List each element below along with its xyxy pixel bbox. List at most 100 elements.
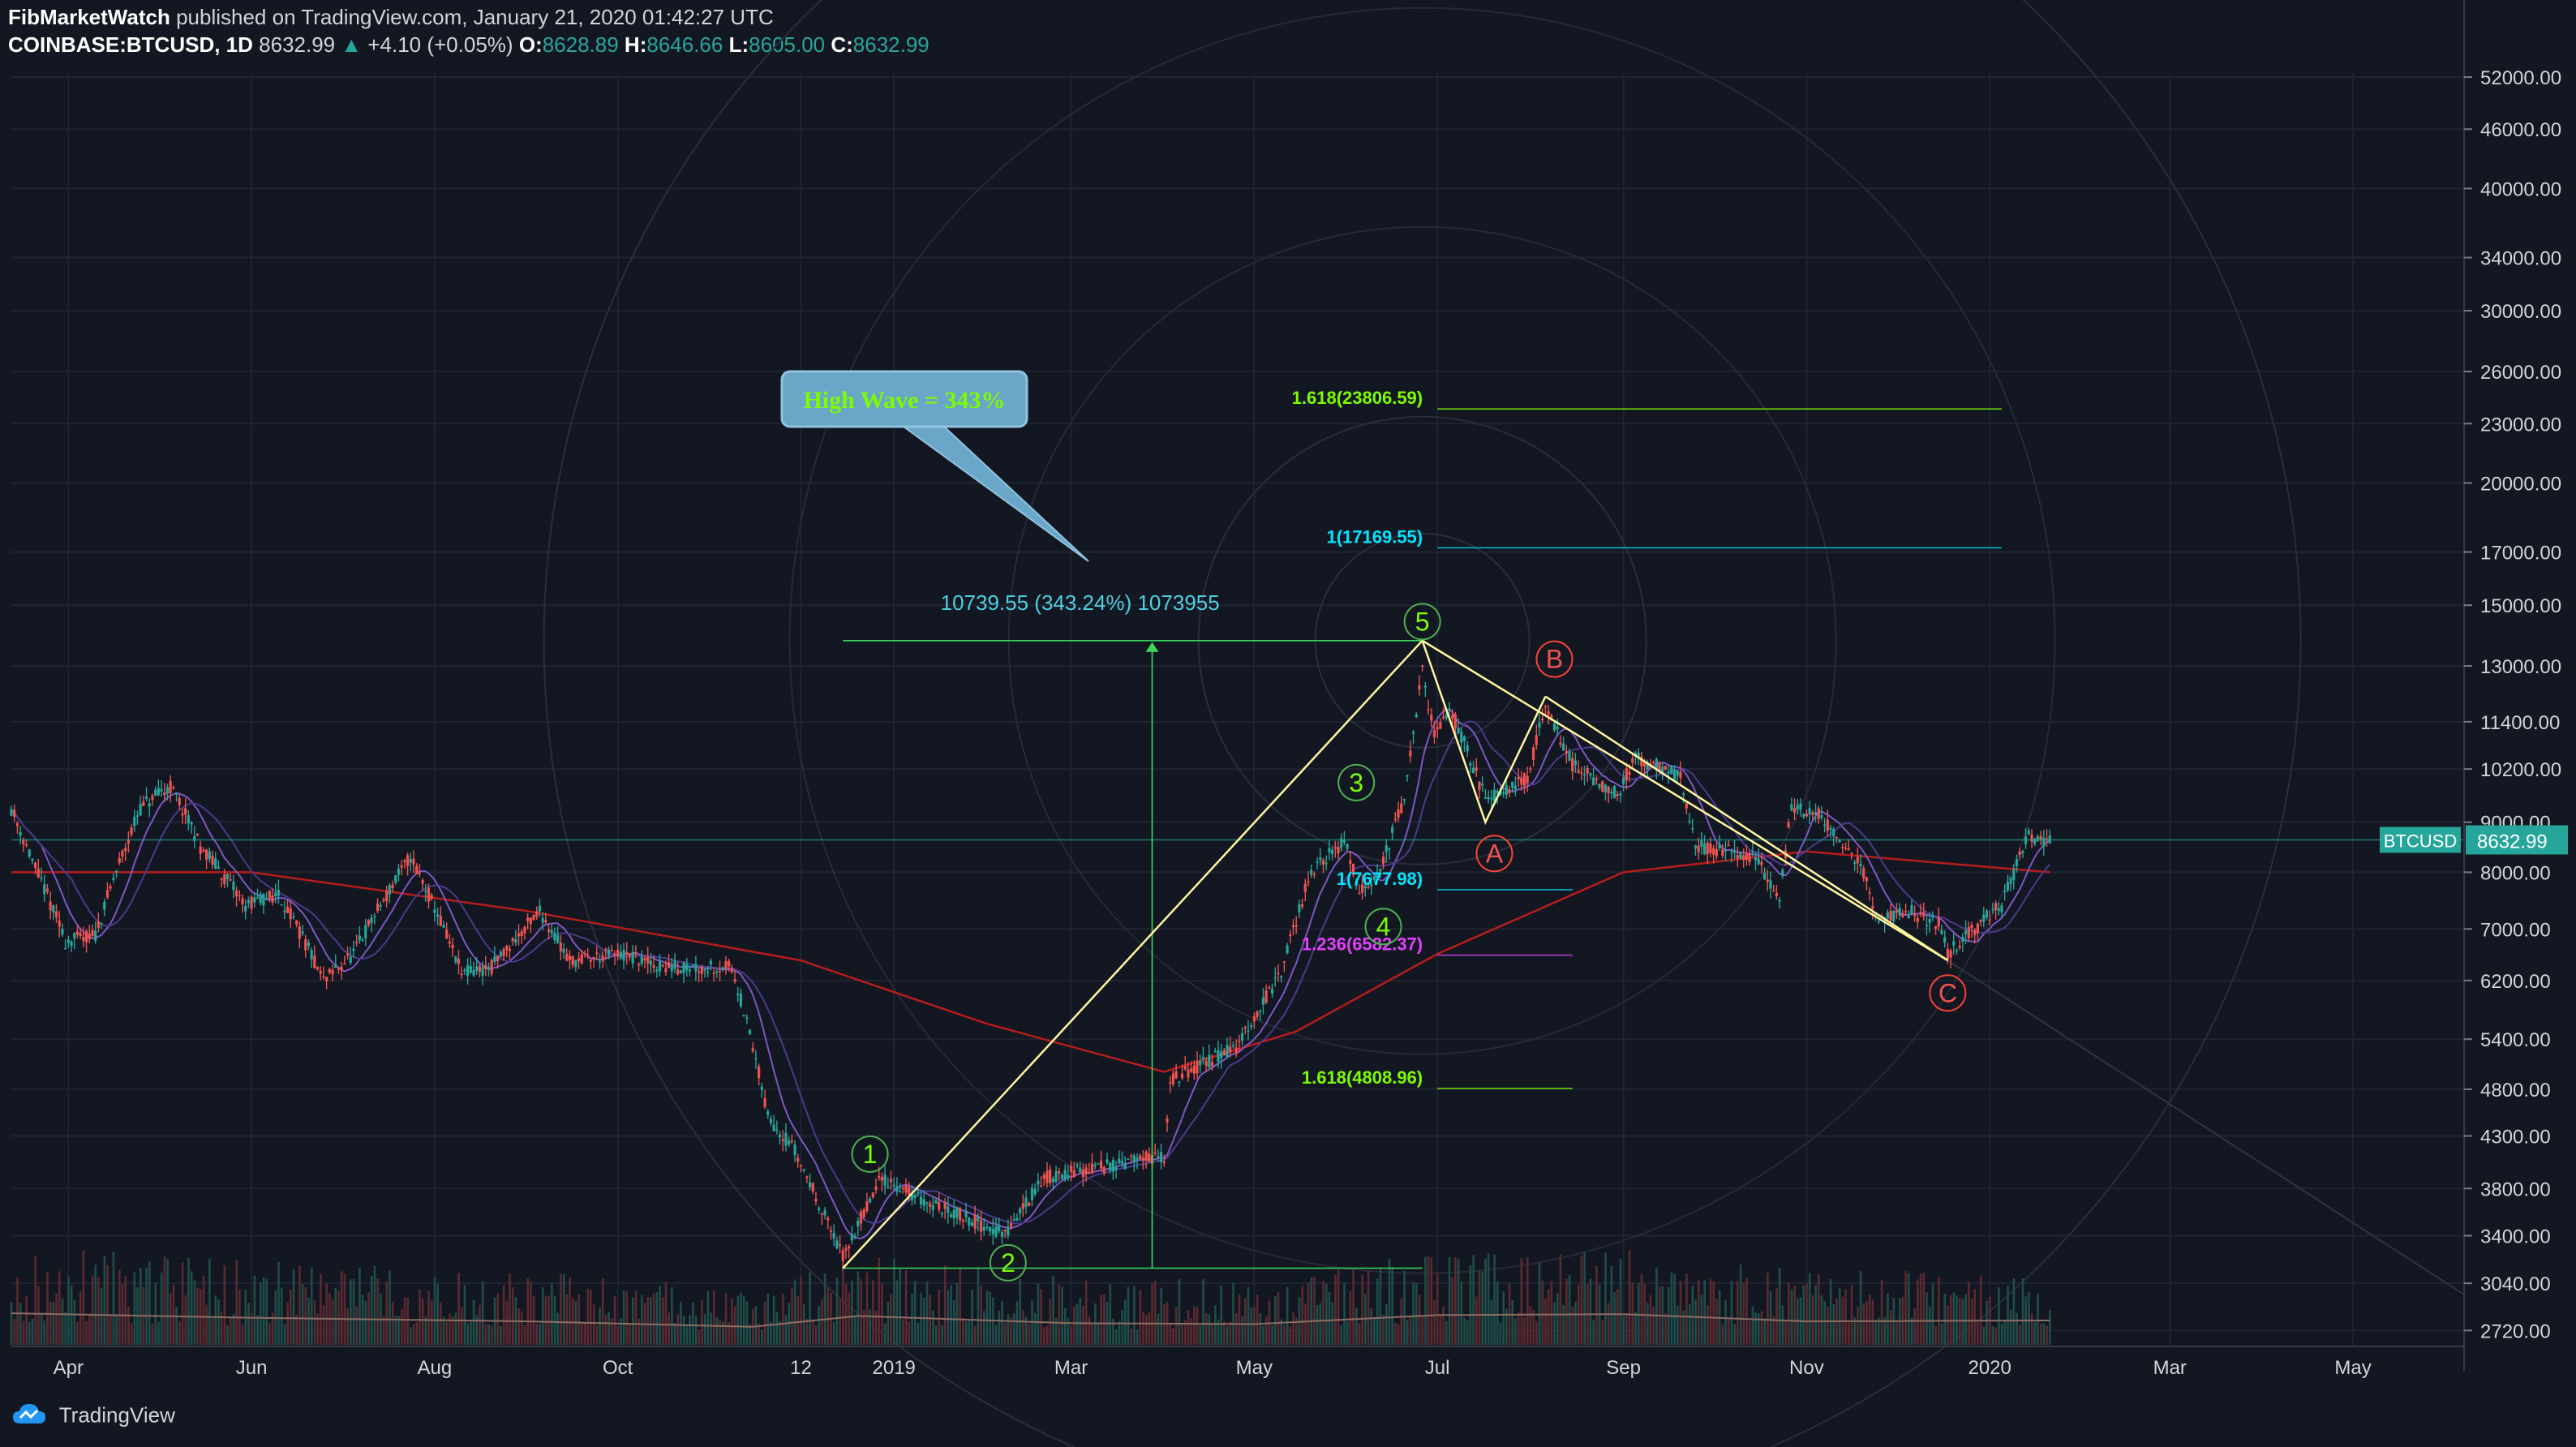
volume-bar — [500, 1325, 502, 1345]
candle-body — [469, 966, 472, 973]
candle-body — [1015, 1217, 1019, 1221]
candle-body — [1192, 1065, 1196, 1074]
price-tick-label: 13000.00 — [2480, 656, 2561, 678]
price-tick-label: 3040.00 — [2480, 1273, 2551, 1295]
volume-bar — [97, 1277, 100, 1345]
volume-bar — [547, 1295, 550, 1345]
candle-body — [1766, 879, 1769, 882]
candle-body — [1538, 722, 1541, 728]
candle-body — [1439, 722, 1442, 729]
candle-body — [1646, 762, 1649, 770]
candle-body — [688, 969, 692, 972]
volume-bar — [929, 1295, 932, 1345]
candle-body — [1127, 1158, 1130, 1161]
volume-bar — [775, 1312, 779, 1345]
candle-body — [1787, 822, 1790, 828]
candle-body — [52, 904, 55, 913]
fib-level-label: 1.618(4808.96) — [1302, 1067, 1423, 1088]
volume-bar — [908, 1321, 911, 1345]
volume-bar — [1349, 1290, 1352, 1345]
price-tick-label: 23000.00 — [2480, 414, 2561, 436]
author-name[interactable]: FibMarketWatch — [8, 5, 170, 29]
volume-bar — [1601, 1320, 1604, 1345]
volume-bar — [763, 1302, 766, 1345]
candle-body — [655, 969, 659, 972]
volume-bar — [169, 1292, 172, 1345]
candle-body — [373, 916, 376, 917]
volume-bar — [902, 1318, 904, 1345]
candle-body — [1072, 1170, 1075, 1178]
volume-bar — [1769, 1290, 1772, 1345]
volume-bar — [419, 1289, 421, 1345]
candle-body — [1058, 1171, 1061, 1174]
candle-body — [1415, 714, 1418, 718]
volume-bar — [1352, 1269, 1355, 1345]
candle-body — [1054, 1171, 1058, 1183]
candle-body — [36, 868, 40, 878]
candle-body — [859, 1211, 863, 1224]
candle-body — [105, 890, 109, 898]
volume-bar — [968, 1320, 971, 1345]
candle-body — [1460, 731, 1463, 743]
volume-bar — [1442, 1306, 1445, 1345]
volume-bar — [1024, 1316, 1028, 1345]
candle-body — [1340, 838, 1343, 848]
volume-bar — [1691, 1286, 1694, 1345]
candle-body — [1060, 1174, 1064, 1179]
candle-body — [1832, 828, 1835, 837]
volume-bar — [1733, 1323, 1736, 1345]
time-tick-label: Jun — [236, 1357, 268, 1379]
volume-bar — [1874, 1320, 1877, 1345]
volume-bar — [1664, 1312, 1667, 1345]
candle-body — [835, 1240, 839, 1249]
candle-body — [736, 994, 740, 995]
candle-body — [400, 865, 403, 868]
candle-body — [1937, 917, 1940, 927]
candle-body — [745, 1017, 749, 1019]
volume-bar — [1808, 1273, 1811, 1345]
volume-bar — [895, 1280, 899, 1345]
candle-body — [556, 935, 560, 944]
volume-bar — [277, 1261, 280, 1345]
candle-body — [595, 952, 599, 954]
volume-bar — [52, 1302, 55, 1345]
candle-body — [49, 901, 52, 911]
candle-body — [910, 1193, 914, 1200]
candle-body — [1853, 862, 1857, 864]
price-tag-box — [2466, 825, 2568, 855]
candle-body — [1355, 883, 1358, 887]
volume-bar — [82, 1250, 85, 1345]
footer-brand[interactable]: TradingView — [11, 1402, 175, 1432]
volume-bar — [932, 1310, 934, 1345]
volume-bar — [1274, 1295, 1277, 1345]
volume-bar — [290, 1289, 292, 1345]
volume-bar — [85, 1321, 88, 1345]
candle-body — [1616, 793, 1619, 796]
volume-bar — [560, 1274, 562, 1345]
volume-bar — [586, 1289, 590, 1345]
volume-bar — [461, 1307, 463, 1345]
candle-body — [814, 1199, 818, 1202]
volume-bar — [641, 1295, 643, 1345]
candle-body — [977, 1216, 980, 1222]
volume-bar — [346, 1308, 349, 1345]
price-tick-label: 7000.00 — [2480, 919, 2551, 941]
volume-bar — [530, 1281, 532, 1345]
candle-body — [679, 970, 683, 973]
candle-body — [1445, 715, 1448, 719]
volume-bar — [1751, 1306, 1754, 1345]
volume-bar — [1694, 1299, 1697, 1345]
candle-body — [184, 808, 187, 815]
open-value: 8628.89 — [542, 32, 619, 57]
candle-body — [181, 814, 184, 816]
volume-bar — [1157, 1313, 1160, 1345]
candle-body — [1441, 716, 1445, 719]
symbol-label[interactable]: COINBASE:BTCUSD, 1D — [8, 32, 253, 57]
volume-bar — [1475, 1296, 1478, 1345]
channel-line — [1421, 639, 1949, 962]
candle-body — [985, 1226, 989, 1229]
price-tick-label: 20000.00 — [2480, 473, 2561, 495]
candle-body — [613, 953, 616, 955]
volume-bar — [1986, 1300, 1988, 1345]
